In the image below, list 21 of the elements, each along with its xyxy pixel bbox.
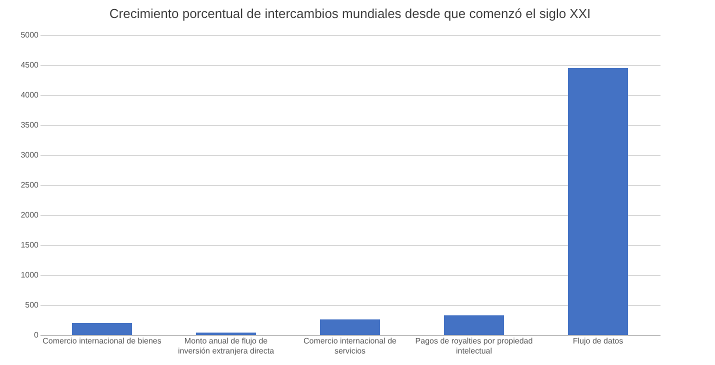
y-tick-label: 0: [34, 330, 40, 340]
x-tick-label: Flujo de datos: [572, 336, 624, 346]
y-tick-label: 1500: [20, 240, 40, 250]
x-tick-label: Pagos de royalties por propiedad intelectual: [415, 336, 533, 356]
bar: [320, 319, 380, 335]
y-tick-label: 3500: [20, 120, 40, 130]
bar: [72, 323, 132, 335]
y-tick-label: 3000: [20, 150, 40, 160]
chart-title: Crecimiento porcentual de intercambios mundiales desde que comenzó el siglo XXI: [109, 6, 591, 21]
bar: [568, 68, 628, 335]
bar: [444, 315, 504, 335]
y-tick-label: 4000: [20, 90, 40, 100]
x-tick-label: Monto anual de flujo de inversión extranjera directa: [178, 336, 275, 356]
y-tick-label: 2500: [20, 180, 40, 190]
y-tick-label: 1000: [20, 270, 40, 280]
x-tick-label: Comercio internacional de servicios: [304, 336, 398, 356]
x-tick-label: Comercio internacional de bienes: [42, 336, 162, 346]
y-tick-label: 2000: [20, 210, 40, 220]
y-tick-label: 500: [25, 300, 40, 310]
y-tick-label: 5000: [20, 30, 40, 40]
y-tick-label: 4500: [20, 60, 40, 70]
